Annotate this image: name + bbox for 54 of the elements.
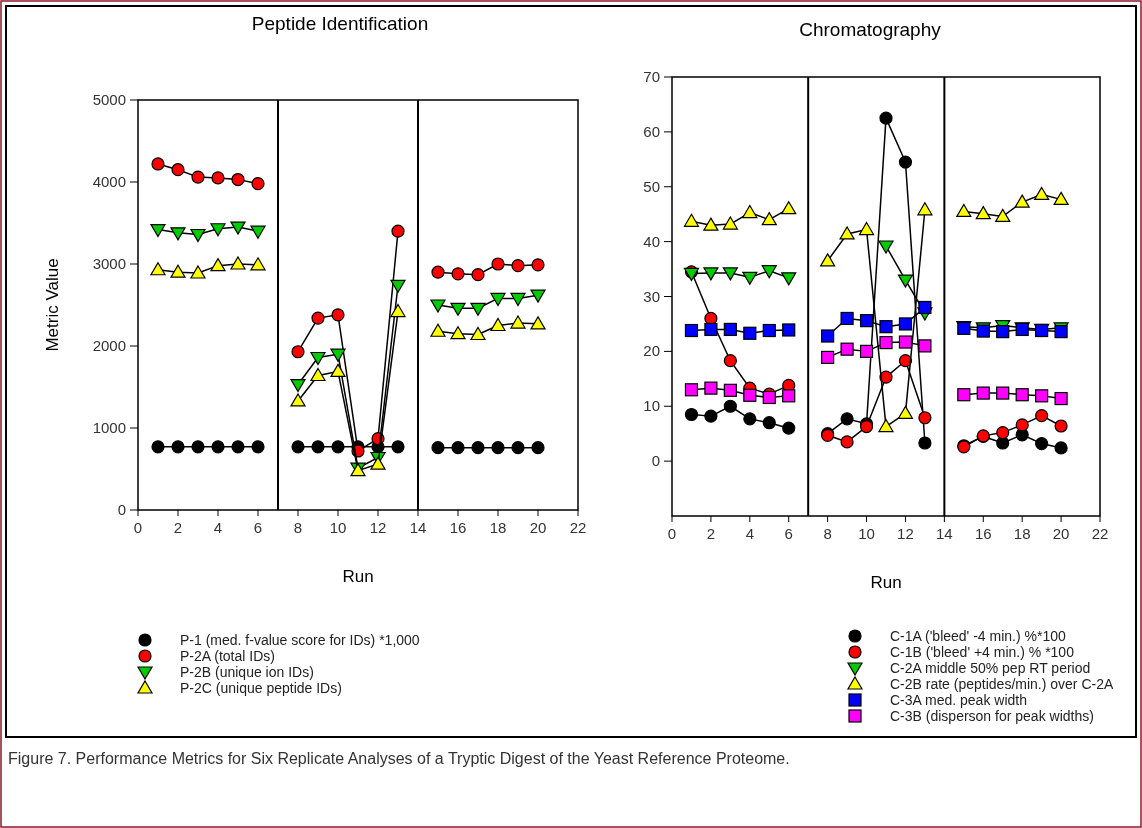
y-tick-label: 70 [643, 68, 660, 85]
x-tick-label: 14 [936, 525, 953, 542]
x-axis-title: Run [342, 567, 374, 586]
x-tick-label: 10 [329, 519, 347, 536]
x-tick-label: 8 [293, 519, 303, 536]
x-tick-label: 18 [1013, 525, 1031, 542]
legend-label: P-2A (total IDs) [180, 648, 275, 664]
x-tick-label: 12 [369, 519, 387, 536]
x-tick-label: 14 [409, 519, 427, 536]
x-axis-title: Run [870, 573, 902, 592]
x-tick-label: 6 [253, 519, 263, 536]
y-tick-label: 20 [643, 342, 660, 360]
legend-label: C-3A med. peak width [890, 692, 1027, 708]
x-tick-label: 2 [706, 525, 716, 542]
legend-label: C-1B ('bleed' +4 min.) % *100 [890, 644, 1075, 660]
x-tick-label: 6 [784, 525, 793, 542]
chart-title: Chromatography [799, 19, 942, 40]
legend-label: P-2C (unique peptide IDs) [180, 680, 342, 696]
y-tick-label: 0 [117, 501, 126, 518]
legend-label: P-1 (med. f-value score for IDs) *1,000 [180, 632, 420, 648]
x-tick-label: 2 [173, 519, 183, 536]
x-tick-label: 16 [974, 525, 992, 542]
legend-label: C-1A ('bleed' -4 min.) %*100 [890, 628, 1066, 644]
legend-label: C-2A middle 50% pep RT period [890, 660, 1091, 676]
legend-label: C-2B rate (peptides/min.) over C-2A [890, 676, 1114, 692]
x-tick-label: 4 [213, 519, 223, 536]
y-tick-label: 1000 [92, 419, 126, 436]
x-tick-label: 16 [449, 519, 467, 536]
y-tick-label: 60 [643, 122, 660, 140]
y-tick-label: 50 [643, 177, 660, 195]
y-tick-label: 2000 [92, 337, 126, 354]
x-tick-label: 22 [569, 519, 587, 536]
y-tick-label: 10 [643, 397, 660, 415]
x-tick-label: 20 [529, 519, 547, 536]
x-tick-label: 22 [1091, 525, 1109, 542]
y-tick-label: 0 [651, 452, 660, 470]
chart-title: Peptide Identification [251, 13, 429, 34]
y-tick-label: 3000 [92, 255, 126, 272]
y-tick-label: 40 [643, 232, 660, 250]
y-axis-title: Metric Value [43, 258, 62, 352]
x-tick-label: 0 [667, 525, 677, 542]
legend-label: C-3B (disperson for peak widths) [890, 708, 1094, 724]
caption: Figure 7. Performance Metrics for Six Replicate Analyses of a Tryptic Digest of the Yeast Reference Proteome. [8, 750, 790, 767]
y-tick-label: 5000 [92, 91, 126, 108]
x-tick-label: 12 [897, 525, 914, 542]
x-tick-label: 8 [823, 525, 832, 542]
x-tick-label: 20 [1052, 525, 1070, 542]
y-tick-label: 4000 [92, 173, 126, 190]
x-tick-label: 18 [489, 519, 507, 536]
legend-label: P-2B (unique ion IDs) [180, 664, 314, 680]
x-tick-label: 4 [745, 525, 754, 542]
y-tick-label: 30 [643, 287, 660, 305]
x-tick-label: 0 [133, 519, 143, 536]
x-tick-label: 10 [858, 525, 875, 542]
